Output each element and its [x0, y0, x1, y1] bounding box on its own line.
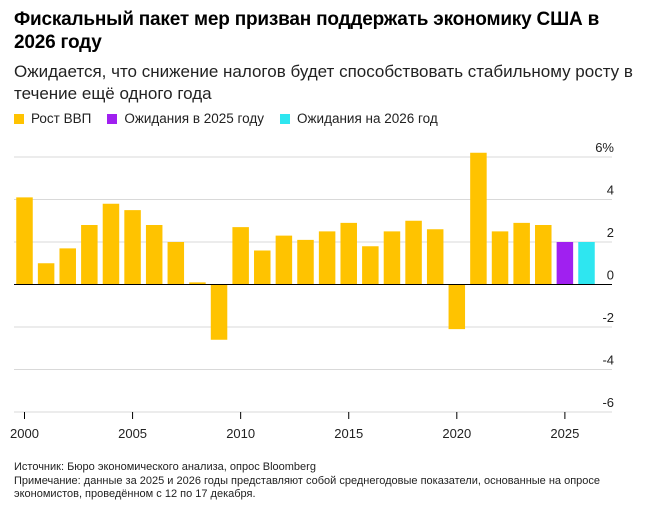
bar — [448, 284, 466, 330]
y-tick-label: 4 — [607, 183, 614, 198]
y-tick-label: -6 — [602, 395, 614, 410]
bar — [145, 225, 163, 285]
bar — [470, 152, 487, 285]
bar — [426, 229, 444, 285]
legend-swatch-gdp — [14, 113, 24, 124]
bar — [102, 203, 120, 285]
x-tick-label: 2010 — [226, 426, 255, 441]
bar — [297, 239, 314, 285]
y-tick-label: 2 — [607, 225, 614, 240]
legend-item-gdp: Рост ВВП — [14, 111, 91, 126]
source-note: Источник: Бюро экономического анализа, о… — [14, 461, 316, 473]
legend-swatch-2026 — [280, 113, 291, 124]
bar — [275, 235, 293, 285]
y-tick-label: 6% — [595, 140, 614, 155]
bar — [491, 231, 509, 285]
legend-label-gdp: Рост ВВП — [31, 111, 92, 126]
chart-title: Фискальный пакет мер призван поддержать … — [14, 9, 600, 53]
y-tick-label: -4 — [602, 353, 614, 368]
methodology-note: Примечание: данные за 2025 и 2026 годы п… — [14, 474, 601, 501]
bar — [232, 227, 249, 285]
chart-footer: Источник: Бюро экономического анализа, о… — [14, 461, 639, 502]
bar — [210, 284, 228, 340]
legend: Рост ВВП Ожидания в 2025 году Ожидания н… — [14, 111, 438, 126]
legend-label-2026: Ожидания на 2026 год — [297, 111, 438, 126]
bar — [340, 222, 357, 285]
bar — [124, 210, 141, 285]
bar — [37, 263, 55, 285]
bar — [167, 242, 185, 285]
x-tick-label: 2005 — [118, 426, 147, 441]
bar — [556, 242, 574, 285]
y-tick-label: -2 — [602, 310, 614, 325]
bar — [383, 231, 401, 285]
bar — [513, 222, 530, 285]
bar — [535, 225, 552, 285]
bar — [254, 250, 271, 285]
x-tick-label: 2020 — [442, 426, 471, 441]
x-tick-label: 2000 — [10, 426, 39, 441]
x-tick-label: 2025 — [550, 426, 579, 441]
x-tick-label: 2015 — [334, 426, 363, 441]
legend-item-2025: Ожидания в 2025 году — [107, 111, 264, 126]
legend-label-2025: Ожидания в 2025 году — [124, 111, 265, 126]
bar — [16, 197, 33, 285]
bar — [59, 248, 76, 285]
y-tick-label: 0 — [607, 268, 614, 283]
bar — [362, 246, 379, 285]
bar — [405, 220, 422, 285]
legend-swatch-2025 — [107, 113, 118, 124]
bar — [189, 282, 206, 285]
bar — [578, 242, 595, 285]
legend-item-2026: Ожидания на 2026 год — [280, 111, 438, 126]
bar — [81, 225, 98, 285]
bar — [318, 231, 336, 285]
chart-subtitle: Ожидается, что снижение налогов будет сп… — [14, 62, 633, 103]
